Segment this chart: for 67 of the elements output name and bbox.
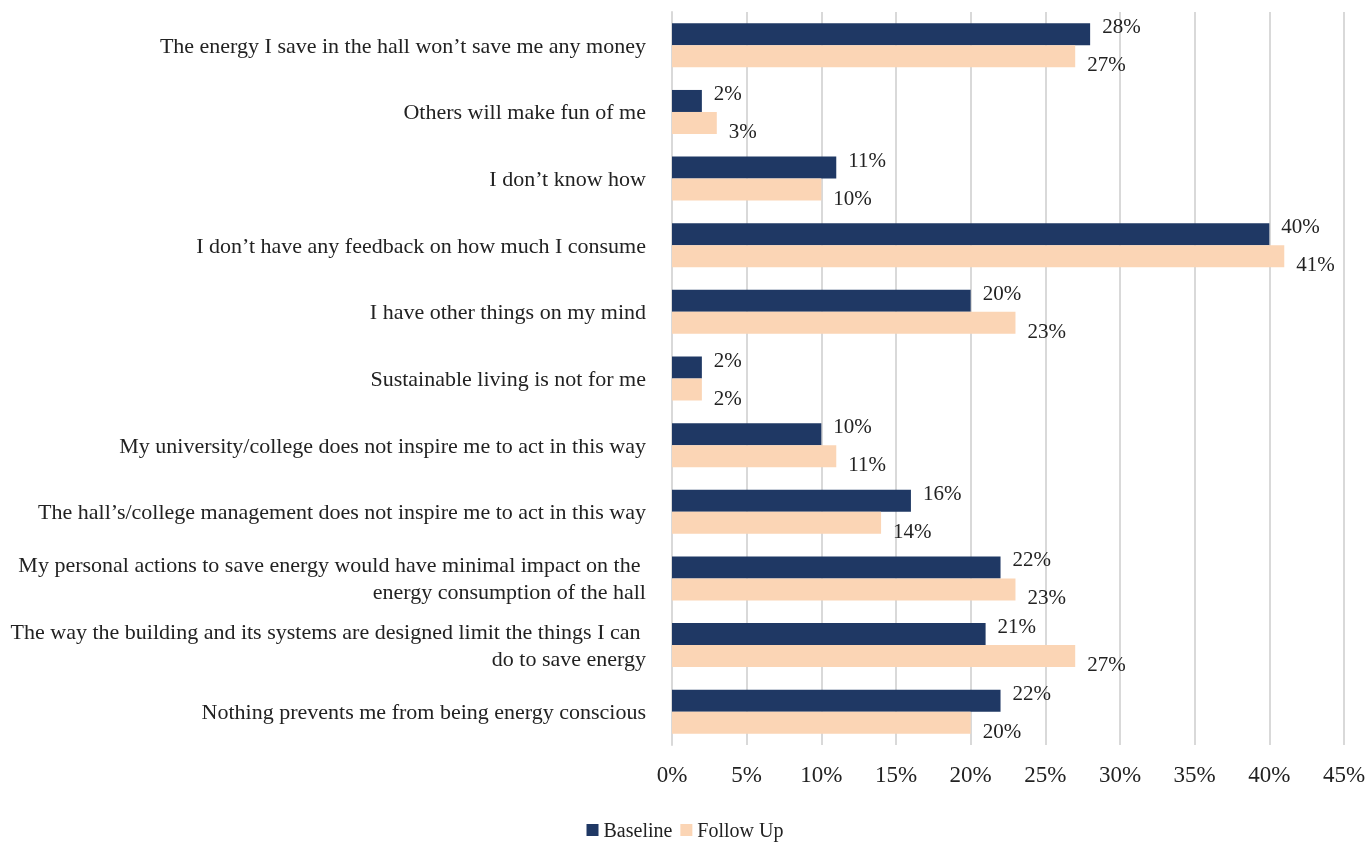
data-label: 20% [982, 718, 1022, 743]
y-tick-label: Sustainable living is not for me [370, 366, 646, 391]
x-tick-label: 25% [1024, 762, 1067, 787]
bar [672, 556, 1001, 579]
legend-label: Baseline [603, 819, 673, 841]
bar [672, 89, 702, 112]
data-label: 2% [713, 80, 742, 105]
bar [672, 489, 911, 512]
bar [672, 223, 1270, 246]
y-tick-label: The hall’s/college management does not inspire me to act in this way [38, 499, 646, 525]
data-label: 14% [893, 518, 932, 543]
data-label: 2% [713, 385, 742, 410]
y-tick-label: I have other things on my mind [369, 299, 646, 325]
x-tick-label: 20% [949, 762, 992, 787]
x-tick-label: 15% [874, 762, 918, 787]
bar [672, 45, 1076, 68]
data-label: 11% [848, 147, 886, 172]
data-label: 10% [833, 414, 872, 439]
data-label: 27% [1087, 652, 1126, 677]
bar [672, 689, 1001, 712]
bar [672, 711, 971, 734]
data-label: 2% [713, 347, 742, 372]
bar [672, 156, 837, 179]
bar [672, 356, 702, 379]
x-tick-label: 0% [656, 762, 688, 787]
bar [672, 111, 717, 134]
data-label: 40% [1281, 214, 1320, 239]
data-label: 22% [1012, 547, 1052, 572]
bar [672, 445, 837, 468]
y-tick-label: The way the building and its systems are designed limit the things I can do to save energy [10, 619, 646, 672]
bar [672, 578, 1016, 601]
bar [672, 23, 1091, 46]
data-label: 11% [848, 452, 886, 477]
data-label: 20% [982, 280, 1022, 305]
x-tick-label: 40% [1248, 762, 1291, 787]
data-label: 21% [997, 614, 1037, 639]
data-label: 23% [1027, 585, 1066, 610]
x-tick-label: 35% [1173, 762, 1216, 787]
bar [672, 178, 822, 201]
data-label: 22% [1012, 680, 1052, 705]
x-tick-label: 30% [1098, 762, 1142, 787]
y-tick-label: Others will make fun of me [403, 99, 646, 125]
bar [672, 623, 986, 646]
y-tick-label: I don’t know how [489, 166, 647, 192]
bar [672, 645, 1076, 668]
bar [672, 289, 971, 312]
y-tick-label: My personal actions to save energy would have minimal impact on the energy consumption of the hall [18, 552, 646, 605]
y-tick-label: I don’t have any feedback on how much I consume [196, 232, 646, 258]
data-label: 10% [833, 185, 872, 210]
y-tick-label: My university/college does not inspire me to act in this way [119, 432, 646, 458]
data-label: 27% [1087, 52, 1126, 77]
data-label: 23% [1027, 318, 1066, 343]
data-label: 3% [728, 118, 757, 143]
y-tick-label: Nothing prevents me from being energy conscious [201, 699, 646, 725]
bar [672, 311, 1016, 334]
bar [672, 511, 882, 534]
y-tick-label: The energy I save in the hall won’t save me any money [159, 32, 646, 58]
data-label: 41% [1296, 252, 1335, 277]
bar [672, 245, 1285, 268]
bar [672, 378, 702, 401]
data-label: 16% [922, 480, 962, 505]
legend-label: Follow Up [697, 819, 784, 842]
x-tick-label: 5% [731, 762, 762, 787]
x-tick-label: 10% [800, 762, 843, 787]
x-tick-label: 45% [1322, 762, 1366, 787]
bar [672, 423, 822, 446]
data-label: 28% [1102, 14, 1141, 39]
